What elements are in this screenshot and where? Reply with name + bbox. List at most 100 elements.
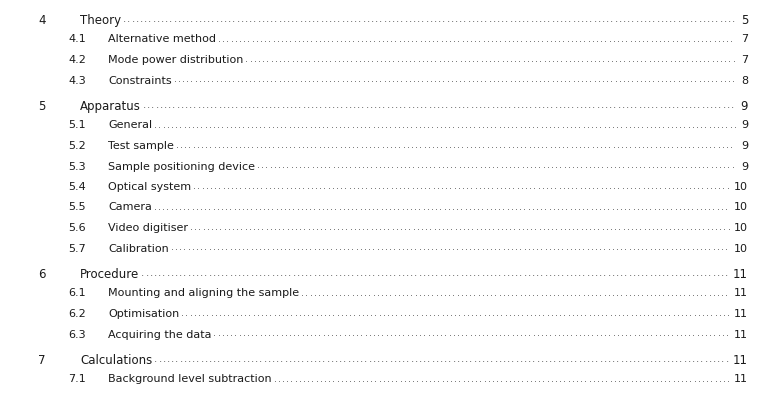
Text: .: . [385, 202, 388, 211]
Text: .: . [367, 14, 370, 24]
Text: .: . [438, 75, 442, 84]
Text: .: . [615, 14, 618, 24]
Text: .: . [664, 308, 667, 317]
Text: .: . [290, 373, 293, 382]
Text: .: . [721, 202, 724, 211]
Text: .: . [317, 243, 320, 252]
Text: .: . [637, 120, 640, 129]
Text: .: . [206, 222, 210, 231]
Text: .: . [328, 222, 331, 231]
Text: .: . [663, 288, 665, 297]
Text: .: . [399, 100, 402, 110]
Text: .: . [310, 141, 314, 150]
Text: .: . [688, 353, 691, 363]
Text: .: . [599, 202, 602, 211]
Text: .: . [553, 202, 556, 211]
Text: .: . [669, 14, 672, 24]
Text: .: . [614, 222, 617, 231]
Text: .: . [470, 100, 473, 110]
Text: .: . [398, 141, 401, 150]
Text: .: . [437, 182, 440, 191]
Text: .: . [184, 353, 187, 363]
Text: .: . [632, 267, 636, 277]
Text: .: . [724, 75, 727, 84]
Text: .: . [670, 288, 674, 297]
Text: .: . [260, 141, 263, 150]
Text: .: . [168, 100, 171, 110]
Text: .: . [532, 243, 535, 252]
Text: .: . [362, 14, 365, 24]
Text: .: . [639, 373, 642, 382]
Text: .: . [637, 288, 640, 297]
Text: .: . [497, 222, 500, 231]
Text: .: . [391, 161, 394, 170]
Text: .: . [674, 55, 677, 64]
Text: .: . [414, 202, 417, 211]
Text: .: . [553, 353, 556, 363]
Text: .: . [723, 308, 726, 317]
Text: .: . [625, 353, 628, 363]
Text: .: . [528, 329, 532, 338]
Text: .: . [386, 182, 390, 191]
Text: .: . [720, 55, 723, 64]
Text: .: . [627, 222, 630, 231]
Text: .: . [404, 373, 407, 382]
Text: .: . [404, 161, 407, 170]
Text: .: . [667, 34, 670, 43]
Text: .: . [372, 120, 376, 129]
Text: .: . [600, 329, 603, 338]
Text: .: . [193, 182, 196, 191]
Text: .: . [671, 34, 674, 43]
Text: .: . [707, 222, 709, 231]
Text: .: . [369, 288, 372, 297]
Text: .: . [721, 267, 724, 277]
Text: .: . [670, 243, 674, 252]
Text: .: . [525, 308, 528, 317]
Text: .: . [627, 14, 630, 24]
Text: .: . [417, 308, 420, 317]
Text: .: . [570, 267, 573, 277]
Text: .: . [393, 243, 397, 252]
Text: .: . [383, 373, 386, 382]
Text: .: . [526, 161, 528, 170]
Text: .: . [563, 373, 566, 382]
Text: 9: 9 [740, 100, 748, 113]
Text: .: . [343, 267, 346, 277]
Text: .: . [217, 120, 220, 129]
Text: .: . [400, 75, 404, 84]
Text: .: . [710, 182, 712, 191]
Text: .: . [569, 75, 571, 84]
Text: .: . [214, 182, 217, 191]
Text: .: . [484, 14, 487, 24]
Text: .: . [542, 141, 544, 150]
Text: .: . [433, 373, 436, 382]
Text: .: . [679, 120, 682, 129]
Text: .: . [352, 329, 355, 338]
Text: .: . [408, 161, 411, 170]
Text: .: . [328, 373, 331, 382]
Text: .: . [591, 267, 594, 277]
Text: .: . [521, 161, 525, 170]
Text: .: . [607, 55, 610, 64]
Text: .: . [715, 161, 718, 170]
Text: .: . [718, 182, 721, 191]
Text: .: . [537, 329, 540, 338]
Text: .: . [719, 100, 722, 110]
Text: .: . [171, 267, 174, 277]
Text: .: . [248, 141, 251, 150]
Text: .: . [536, 243, 539, 252]
Text: .: . [491, 34, 494, 43]
Text: .: . [171, 202, 174, 211]
Text: .: . [650, 34, 653, 43]
Text: .: . [722, 329, 725, 338]
Text: .: . [190, 222, 193, 231]
Text: .: . [452, 353, 456, 363]
Text: .: . [389, 243, 392, 252]
Text: .: . [464, 55, 467, 64]
Text: .: . [339, 288, 342, 297]
Text: .: . [287, 75, 290, 84]
Text: .: . [436, 329, 439, 338]
Text: .: . [650, 243, 653, 252]
Text: .: . [219, 308, 222, 317]
Text: .: . [257, 161, 260, 170]
